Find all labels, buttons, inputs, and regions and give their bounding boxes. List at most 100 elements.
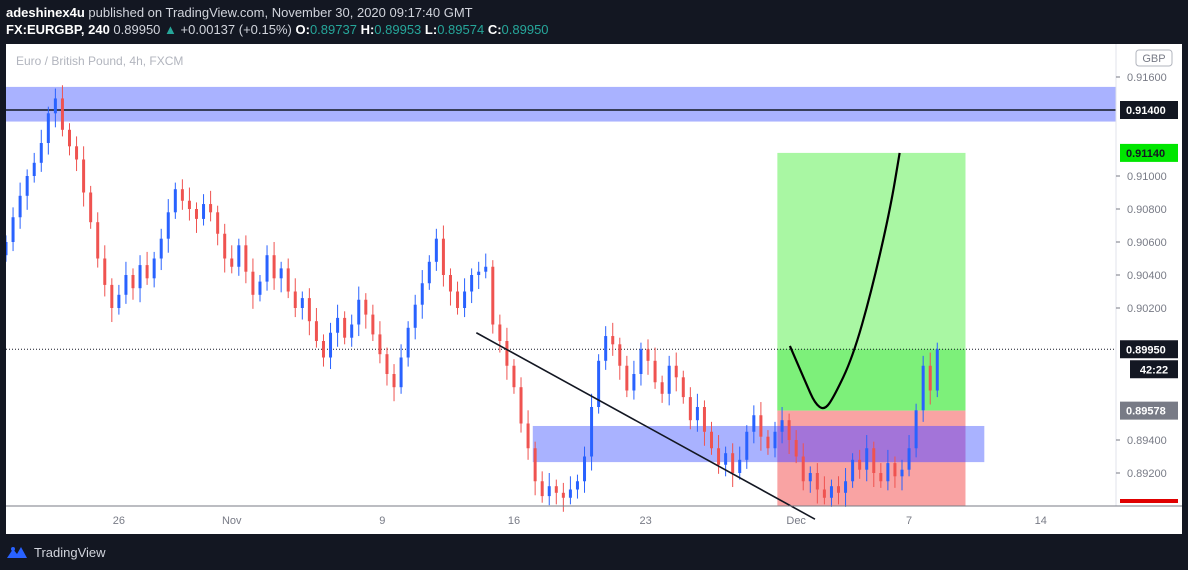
candle-body xyxy=(286,268,290,292)
candle-body xyxy=(272,255,276,279)
candle-body xyxy=(223,233,227,259)
candle-body xyxy=(498,324,502,341)
candle-body xyxy=(780,420,784,432)
candle-body xyxy=(526,423,530,449)
publish-info: published on TradingView.com, November 3… xyxy=(88,5,473,20)
candle-body xyxy=(258,281,262,295)
candle-body xyxy=(752,415,756,432)
y-tick-label: 0.90800 xyxy=(1127,204,1167,216)
open-label: O: xyxy=(295,22,310,37)
candle-body xyxy=(392,374,396,388)
candle-body xyxy=(688,397,692,421)
candle-body xyxy=(89,192,93,223)
candle-body xyxy=(230,258,234,267)
candle-body xyxy=(724,453,728,465)
candle-body xyxy=(865,448,869,470)
candle-body xyxy=(893,463,897,477)
candle-body xyxy=(561,492,565,498)
candle-body xyxy=(159,238,163,259)
candle-body xyxy=(540,481,544,497)
candle-body xyxy=(25,176,29,196)
candle-body xyxy=(117,294,121,308)
price-label-text: 0.91140 xyxy=(1126,148,1165,160)
tradingview-brand[interactable]: TradingView xyxy=(34,544,106,560)
low-value: 0.89574 xyxy=(437,22,485,37)
profit-active-zone xyxy=(777,349,966,411)
chart-header: adeshinex4u published on TradingView.com… xyxy=(6,4,1182,44)
candle-body xyxy=(60,98,64,130)
candle-body xyxy=(801,456,805,482)
candle-body xyxy=(731,453,735,473)
candle-body xyxy=(759,415,763,437)
candle-body xyxy=(618,344,622,366)
candle-body xyxy=(808,473,812,482)
price-chart[interactable]: Euro / British Pound, 4h, FXCM GBP 0.91600… xyxy=(6,44,1182,534)
stop-scale-marker xyxy=(1120,499,1178,503)
y-tick-label: 0.90600 xyxy=(1127,237,1167,249)
candle-body xyxy=(138,265,142,289)
resistance-zone xyxy=(6,86,1116,122)
candles-group xyxy=(6,85,939,512)
candle-body xyxy=(921,365,925,411)
candle-body xyxy=(124,275,128,295)
candle-body xyxy=(547,486,551,497)
candle-body xyxy=(152,258,156,279)
candle-body xyxy=(279,268,283,279)
y-tick-label: 0.89400 xyxy=(1127,435,1167,447)
candle-body xyxy=(96,222,100,259)
candle-body xyxy=(300,298,304,308)
x-tick-label: 7 xyxy=(906,515,912,527)
candle-body xyxy=(646,349,650,361)
candle-body xyxy=(293,291,297,308)
candle-body xyxy=(886,463,890,482)
candle-body xyxy=(851,459,855,482)
low-label: L: xyxy=(424,22,438,37)
candle-body xyxy=(484,266,488,272)
currency-label: GBP xyxy=(1142,53,1165,65)
x-tick-label: 14 xyxy=(1035,515,1047,527)
candle-body xyxy=(399,357,403,388)
candle-body xyxy=(314,321,318,341)
candle-body xyxy=(406,327,410,358)
candle-body xyxy=(590,407,594,457)
candle-body xyxy=(216,212,220,234)
candle-body xyxy=(103,258,107,285)
candle-body xyxy=(39,143,43,163)
publish-line: adeshinex4u published on TradingView.com… xyxy=(6,4,1182,21)
chart-title: Euro / British Pound, 4h, FXCM xyxy=(16,54,183,68)
candle-body xyxy=(385,354,389,374)
candle-body xyxy=(53,98,57,114)
candle-body xyxy=(82,159,86,193)
candle-body xyxy=(75,146,79,160)
candle-body xyxy=(463,291,467,308)
candle-body xyxy=(928,365,932,391)
candle-body xyxy=(413,304,417,328)
candle-body xyxy=(914,410,918,449)
x-tick-label: 26 xyxy=(113,515,125,527)
price-label-box xyxy=(1120,401,1178,420)
candle-body xyxy=(329,332,333,358)
candle-body xyxy=(357,299,361,325)
candle-body xyxy=(110,284,114,308)
candle-body xyxy=(321,341,325,358)
candle-body xyxy=(194,209,198,219)
candle-body xyxy=(491,266,495,325)
candle-body xyxy=(46,113,50,143)
author-name[interactable]: adeshinex4u xyxy=(6,5,85,20)
candle-body xyxy=(441,238,445,275)
candle-body xyxy=(611,336,615,345)
candle-body xyxy=(378,334,382,355)
candle-body xyxy=(336,317,340,333)
candle-body xyxy=(131,275,135,289)
x-tick-label: 16 xyxy=(508,515,520,527)
candle-body xyxy=(420,283,424,305)
candle-body xyxy=(667,365,671,394)
chart-area[interactable]: Euro / British Pound, 4h, FXCM GBP 0.91600… xyxy=(6,44,1182,534)
x-tick-label: Nov xyxy=(222,515,242,527)
price-label-text: 0.89950 xyxy=(1126,344,1166,356)
candle-body xyxy=(568,489,572,498)
candle-body xyxy=(766,436,770,449)
y-tick-label: 0.90400 xyxy=(1127,270,1167,282)
candle-body xyxy=(829,486,833,498)
y-tick-label: 0.90200 xyxy=(1127,303,1167,315)
